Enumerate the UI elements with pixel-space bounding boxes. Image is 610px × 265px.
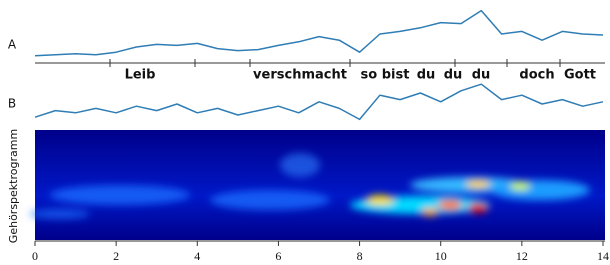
panel-label: B <box>8 97 16 111</box>
word-label: verschmacht <box>253 68 347 83</box>
y-label: Gehörspektrogramm <box>7 129 20 243</box>
x-tick-label: 10 <box>435 249 447 263</box>
x-tick-label: 8 <box>357 249 363 263</box>
word-label: Leib <box>125 68 156 83</box>
figure: Gehörspektrogramm 0 2 4 6 8 10 12 14 Leib verschm… <box>0 0 610 265</box>
x-tick-label: 4 <box>194 249 200 263</box>
x-tick-label: 0 <box>32 249 38 263</box>
series-line <box>35 84 603 119</box>
word-label: du <box>472 68 491 83</box>
x-tick-label: 12 <box>516 249 528 263</box>
word-label: du <box>444 68 463 83</box>
word-label: doch <box>519 68 554 83</box>
x-tick-label: 2 <box>113 249 119 263</box>
word-label: Gott <box>564 68 596 83</box>
word-label: so bist <box>361 68 410 83</box>
x-tick-label: 14 <box>597 249 609 263</box>
x-tick-label: 6 <box>275 249 281 263</box>
panel-label: A <box>8 38 17 52</box>
series-line <box>35 11 603 56</box>
word-label: du <box>417 68 436 83</box>
